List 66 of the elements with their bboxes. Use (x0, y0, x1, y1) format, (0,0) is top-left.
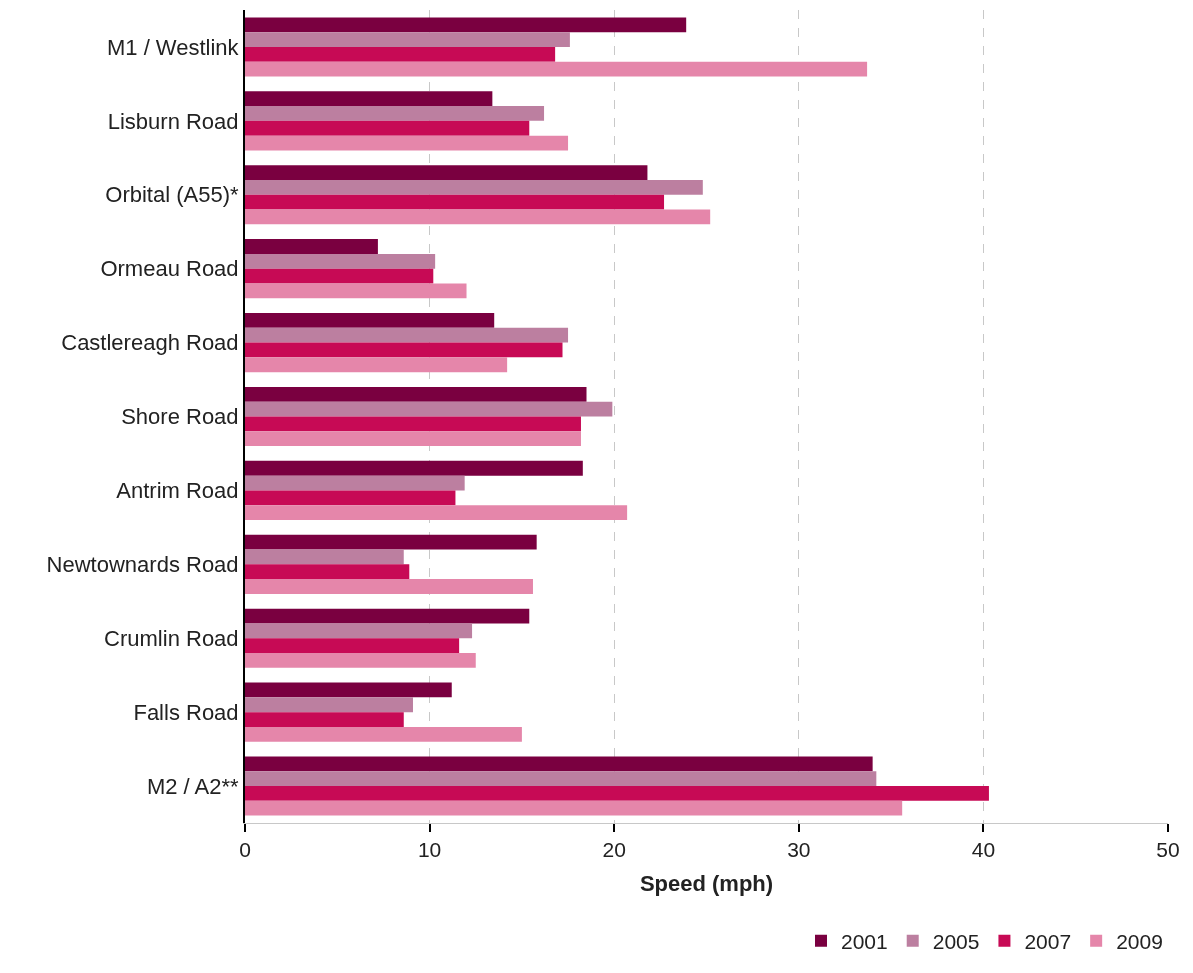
bar (245, 608, 530, 624)
bar (245, 239, 378, 254)
bar (245, 623, 473, 639)
y-tick-label: M2 / A2** (146, 773, 240, 799)
bar (245, 564, 410, 580)
bar (245, 800, 903, 816)
x-tick-label: 30 (787, 838, 811, 862)
legend-label: 2009 (1116, 929, 1163, 953)
bar (245, 165, 648, 180)
legend-label: 2005 (932, 929, 980, 953)
bar (245, 120, 530, 136)
y-tick-label: Newtownards Road (46, 552, 239, 578)
bar (245, 357, 508, 373)
y-tick-label: Antrim Road (116, 478, 239, 504)
y-tick-label: Lisburn Road (107, 108, 239, 134)
bar (245, 91, 493, 107)
bar (245, 726, 522, 742)
bar (245, 313, 495, 328)
x-tick-label: 10 (417, 838, 442, 862)
bar (245, 534, 537, 550)
y-tick-label: Orbital (A55)* (105, 182, 240, 208)
bar (245, 283, 467, 299)
bar (245, 209, 711, 225)
y-tick-label: Castlereagh Road (61, 330, 239, 356)
bar (245, 712, 404, 727)
y-tick-label: Crumlin Road (104, 625, 239, 651)
bar (245, 253, 436, 269)
bar (245, 32, 570, 47)
bar (245, 194, 665, 210)
bar (245, 179, 703, 195)
bar (245, 106, 545, 121)
bar (245, 786, 989, 801)
bar (245, 135, 569, 151)
y-tick-label: Ormeau Road (100, 256, 239, 282)
bar (245, 549, 404, 565)
bar (245, 490, 456, 506)
bar (245, 697, 413, 713)
x-tick-label: 50 (1156, 838, 1180, 862)
bar (245, 756, 873, 772)
bar (245, 401, 613, 417)
bar (245, 475, 465, 491)
bar (245, 386, 587, 402)
y-tick-label: Falls Road (133, 699, 239, 725)
bar (245, 505, 628, 520)
bar (245, 416, 581, 432)
bar (245, 342, 563, 358)
bar (245, 431, 581, 447)
x-axis-title: Speed (mph) (639, 871, 774, 897)
x-tick-label: 20 (602, 838, 626, 862)
bar (245, 682, 452, 698)
x-tick-label: 0 (239, 838, 251, 862)
bar (245, 327, 569, 343)
legend-label: 2001 (841, 929, 888, 953)
bar (245, 46, 556, 62)
x-tick-label: 40 (971, 838, 996, 862)
bar (245, 268, 434, 284)
y-tick-label: M1 / Westlink (106, 34, 240, 60)
bar (245, 460, 583, 476)
bar (245, 638, 460, 654)
bar (245, 771, 877, 787)
bar (245, 61, 868, 77)
bar (245, 579, 533, 594)
bar (245, 17, 687, 33)
bar (245, 653, 476, 668)
y-tick-label: Shore Road (121, 404, 239, 430)
legend-label: 2007 (1024, 929, 1072, 953)
